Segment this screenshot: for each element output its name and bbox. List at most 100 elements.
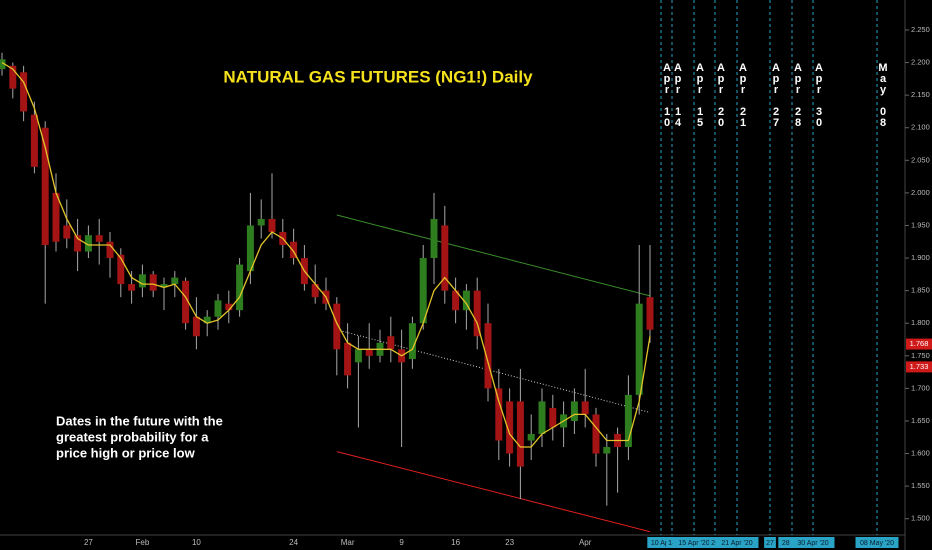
candle-body — [128, 284, 136, 291]
y-tick-label: 2.050 — [911, 155, 930, 164]
y-tick-label: 2.150 — [911, 90, 930, 99]
future-date-label: 27 — [766, 540, 774, 547]
trendline — [336, 451, 651, 533]
x-tick-label: 23 — [505, 538, 514, 547]
annotation: greatest probability for a — [56, 429, 209, 444]
future-date-label: 08 May '20 — [860, 540, 894, 547]
candle-body — [365, 349, 373, 356]
candle-body — [95, 235, 103, 242]
candle-body — [624, 394, 632, 448]
candle-body — [41, 127, 49, 246]
candle-body — [171, 277, 179, 285]
candle-body — [408, 323, 416, 360]
x-tick-label: 16 — [451, 538, 460, 547]
candle-body — [182, 280, 190, 324]
candle-body — [257, 218, 265, 226]
candle-body — [192, 316, 200, 337]
candle-body — [430, 218, 438, 259]
candle-body — [527, 433, 535, 441]
y-tick-label: 1.500 — [911, 514, 930, 523]
annotation: Dates in the future with the — [56, 413, 223, 428]
x-tick-label: 10 — [192, 538, 201, 547]
candle-body — [452, 290, 460, 311]
x-tick-label: Apr — [579, 538, 592, 547]
candle-body — [311, 284, 319, 298]
candle-body — [441, 225, 449, 291]
candle-body — [0, 59, 6, 70]
candle-body — [419, 258, 427, 324]
candle-body — [149, 274, 157, 291]
trendline — [336, 214, 651, 297]
candle-body — [236, 264, 244, 311]
chart-title: NATURAL GAS FUTURES (NG1!) Daily — [223, 67, 533, 86]
y-tick-label: 2.250 — [911, 25, 930, 34]
future-date-label: 15 Apr '20 — [678, 540, 709, 547]
candle-body — [84, 235, 92, 252]
y-tick-label: 1.850 — [911, 286, 930, 295]
candle-body — [74, 235, 82, 252]
candle-body — [268, 218, 276, 232]
y-tick-label: 2.100 — [911, 123, 930, 132]
x-tick-label: Mar — [341, 538, 355, 547]
candle-body — [106, 241, 114, 259]
candle-body — [20, 72, 28, 112]
candle-body — [9, 65, 17, 89]
candle-body — [387, 336, 395, 350]
candle-body — [290, 241, 298, 259]
y-tick-label: 1.900 — [911, 253, 930, 262]
future-date-top-label: Apr 27 — [770, 62, 782, 128]
future-date-top-label: Apr 14 — [672, 62, 684, 128]
price-label: 1.768 — [910, 339, 929, 348]
candle-body — [203, 316, 211, 324]
future-date-top-label: Apr 20 — [715, 62, 727, 128]
future-date-box — [855, 537, 899, 548]
candle-body — [63, 225, 71, 239]
candle-body — [592, 414, 600, 454]
future-date-box — [715, 537, 759, 548]
future-date-label: 10 Apr — [651, 540, 672, 547]
candle-body — [635, 303, 643, 395]
candle-body — [570, 401, 578, 421]
price-label: 1.733 — [910, 362, 929, 371]
y-tick-label: 1.750 — [911, 351, 930, 360]
price-label-box — [906, 361, 932, 373]
candle-body — [538, 401, 546, 434]
plot — [0, 52, 654, 533]
future-date-top-label: Apr 10 — [661, 62, 673, 128]
annotation: price high or price low — [56, 445, 196, 460]
candle-body — [160, 284, 168, 288]
x-tick-label: 24 — [289, 538, 298, 547]
future-date-box — [666, 537, 678, 548]
candle-body — [581, 401, 589, 415]
candle-body — [30, 114, 38, 167]
future-date-box — [672, 537, 716, 548]
x-tick-label: 27 — [84, 538, 93, 547]
future-date-top-label: Apr 28 — [792, 62, 804, 128]
future-date-top-label: Apr 30 — [813, 62, 825, 128]
candle-body — [52, 192, 60, 242]
candle-body — [495, 388, 503, 441]
candle-body — [225, 303, 233, 311]
future-date-label: 20 — [711, 540, 719, 547]
y-tick-label: 1.550 — [911, 481, 930, 490]
candle-body — [484, 323, 492, 389]
candle-body — [506, 401, 514, 454]
price-label-box — [906, 338, 932, 350]
y-tick-label: 1.700 — [911, 383, 930, 392]
x-tick-label: Feb — [136, 538, 150, 547]
candle-body — [354, 349, 362, 363]
moving-average — [1, 62, 651, 448]
candle-body — [549, 407, 557, 428]
future-date-box — [709, 537, 721, 548]
candle-body — [603, 447, 611, 454]
candle-body — [246, 225, 254, 272]
y-tick-label: 1.600 — [911, 449, 930, 458]
future-date-box — [791, 537, 835, 548]
future-date-box — [647, 537, 675, 548]
future-date-top-label: Apr 15 — [694, 62, 706, 128]
candle-body — [646, 297, 654, 330]
candle-body — [473, 290, 481, 337]
candle-body — [138, 274, 146, 288]
